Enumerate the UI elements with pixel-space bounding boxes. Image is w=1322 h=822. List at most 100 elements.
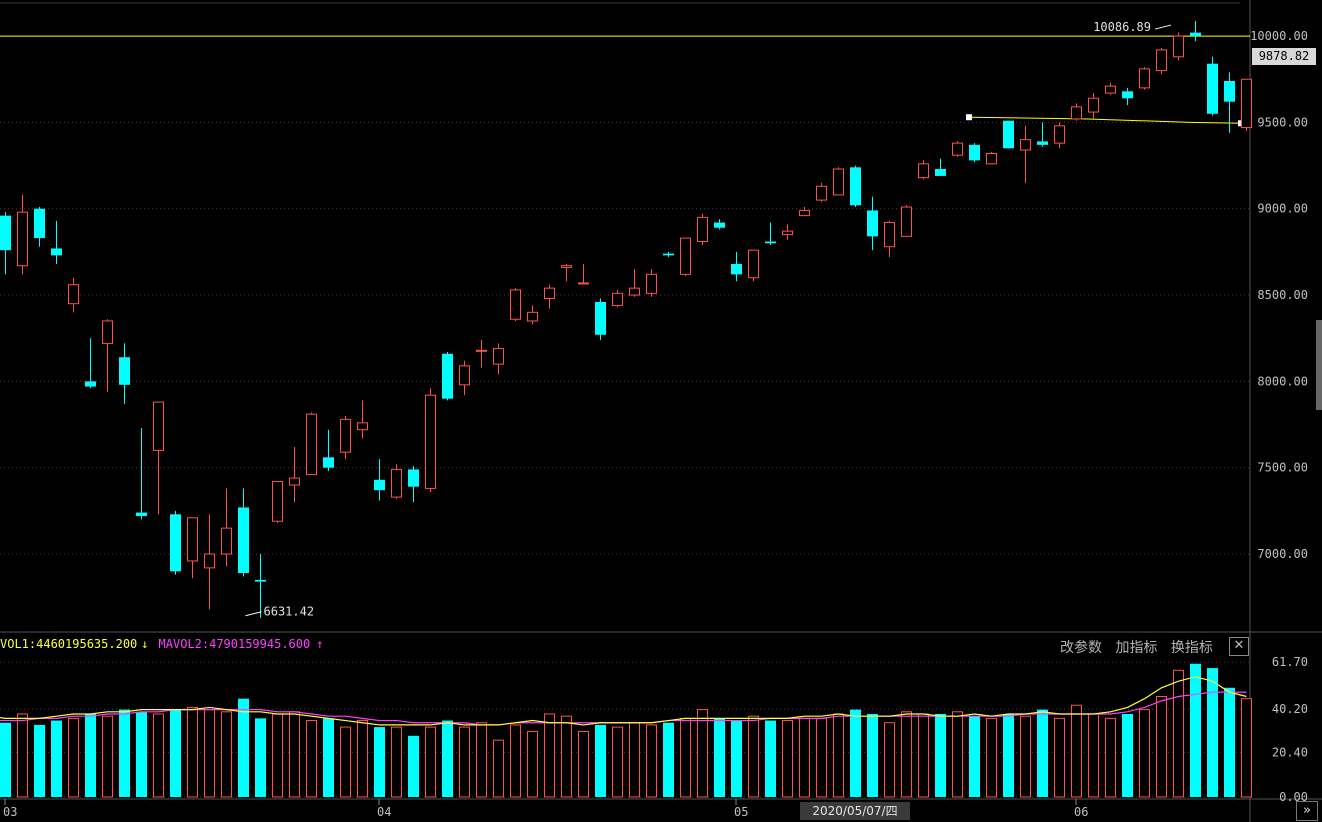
mavol1-line: [0, 676, 1247, 726]
volume-bar: [1122, 713, 1133, 797]
low-arrow-icon: [245, 611, 262, 617]
volume-bar: [935, 713, 946, 797]
candle-body: [357, 422, 368, 431]
close-indicator-icon[interactable]: ✕: [1229, 637, 1249, 656]
candle-body: [391, 468, 402, 498]
candle-body: [289, 477, 300, 486]
volume-bar: [527, 730, 538, 798]
volume-bar: [136, 711, 147, 797]
candle-body: [782, 230, 793, 236]
candle-body: [1020, 139, 1031, 151]
volume-bar: [323, 718, 334, 797]
volume-bar: [663, 722, 674, 797]
candle-body: [51, 248, 62, 256]
volume-bar: [391, 726, 402, 798]
month-label: 06: [1074, 805, 1088, 819]
volume-bar: [1054, 717, 1065, 798]
volume-bar: [799, 717, 810, 798]
volume-bar: [765, 720, 776, 797]
volume-bar: [340, 726, 351, 798]
candle-body: [850, 167, 861, 206]
volume-bar: [952, 711, 963, 798]
volume-bar: [833, 713, 844, 798]
volume-bar: [544, 713, 555, 798]
volume-bar: [850, 709, 861, 797]
candle-body: [884, 222, 895, 248]
mavol2-up-arrow-icon: ↑: [316, 637, 324, 651]
candle-body: [714, 222, 725, 228]
volume-bar: [714, 718, 725, 797]
candle-body: [629, 287, 640, 296]
add-indicator-button[interactable]: 加指标: [1115, 640, 1158, 656]
volume-bar: [119, 709, 130, 797]
volume-bar: [306, 720, 317, 798]
candle-body: [765, 241, 776, 244]
candle-body: [748, 249, 759, 279]
volume-bar: [1037, 709, 1048, 797]
volume-bar: [476, 722, 487, 798]
candle-body: [255, 579, 266, 582]
volume-bar: [969, 716, 980, 797]
candle-body: [1156, 49, 1167, 72]
volume-bar: [629, 722, 640, 798]
volume-bar: [1020, 715, 1031, 798]
candle-body: [731, 263, 742, 275]
candle-body: [816, 185, 827, 201]
volume-bar: [1071, 704, 1082, 798]
volume-bar: [1139, 709, 1150, 798]
candle-body: [238, 507, 249, 574]
candle-body: [1105, 85, 1116, 94]
volume-bar: [731, 720, 742, 797]
volume-bar: [595, 724, 606, 797]
mavol2-label: MAVOL2:4790159945.600: [158, 637, 311, 651]
month-label: 04: [377, 805, 391, 819]
candle-body: [1224, 80, 1235, 102]
mavol1-label: VOL1:4460195635.200: [0, 637, 138, 651]
month-label: 05: [734, 805, 748, 819]
change-params-button[interactable]: 改参数: [1060, 640, 1102, 656]
high-arrow-icon: [1154, 24, 1172, 30]
candle-body: [493, 348, 504, 365]
trend-line: [968, 116, 1242, 124]
candle-body: [204, 553, 215, 569]
price-tick-label: 10000.00: [1250, 29, 1308, 43]
volume-bar: [85, 713, 96, 797]
candle-body: [697, 216, 708, 243]
volume-tick-label: 61.70: [1272, 655, 1308, 669]
candle-body: [221, 527, 232, 555]
volume-bar: [1190, 663, 1201, 797]
candle-body: [1088, 97, 1099, 113]
volume-bar: [374, 727, 385, 797]
candle-body: [170, 514, 181, 572]
volume-bar: [272, 713, 283, 798]
candle-body: [408, 469, 419, 487]
volume-bar: [493, 739, 504, 798]
volume-bar: [204, 709, 215, 798]
candle-body: [0, 215, 11, 251]
candle-body: [442, 353, 453, 399]
candle-body: [1190, 32, 1201, 37]
candle-body: [68, 284, 79, 305]
volume-bar: [884, 722, 895, 798]
candle-body: [272, 481, 283, 522]
volume-bar: [425, 726, 436, 798]
volume-bar: [646, 724, 657, 798]
scroll-right-icon[interactable]: »: [1296, 801, 1318, 821]
price-tick-label: 9500.00: [1257, 115, 1308, 129]
switch-indicator-button[interactable]: 换指标: [1170, 640, 1213, 656]
candle-body: [1207, 63, 1218, 114]
candle-body: [527, 311, 538, 322]
scroll-handle[interactable]: [1316, 320, 1322, 410]
volume-bar: [1207, 668, 1218, 797]
volume-bar: [1105, 717, 1116, 798]
candle-body: [85, 381, 96, 387]
candle-body: [323, 457, 334, 468]
price-tick-label: 7000.00: [1257, 547, 1308, 561]
candle-body: [1122, 91, 1133, 99]
candle-body: [187, 517, 198, 562]
candle-body: [986, 152, 997, 165]
volume-bar: [986, 717, 997, 798]
current-price-badge: 9878.82: [1252, 48, 1316, 65]
volume-bar: [782, 720, 793, 798]
